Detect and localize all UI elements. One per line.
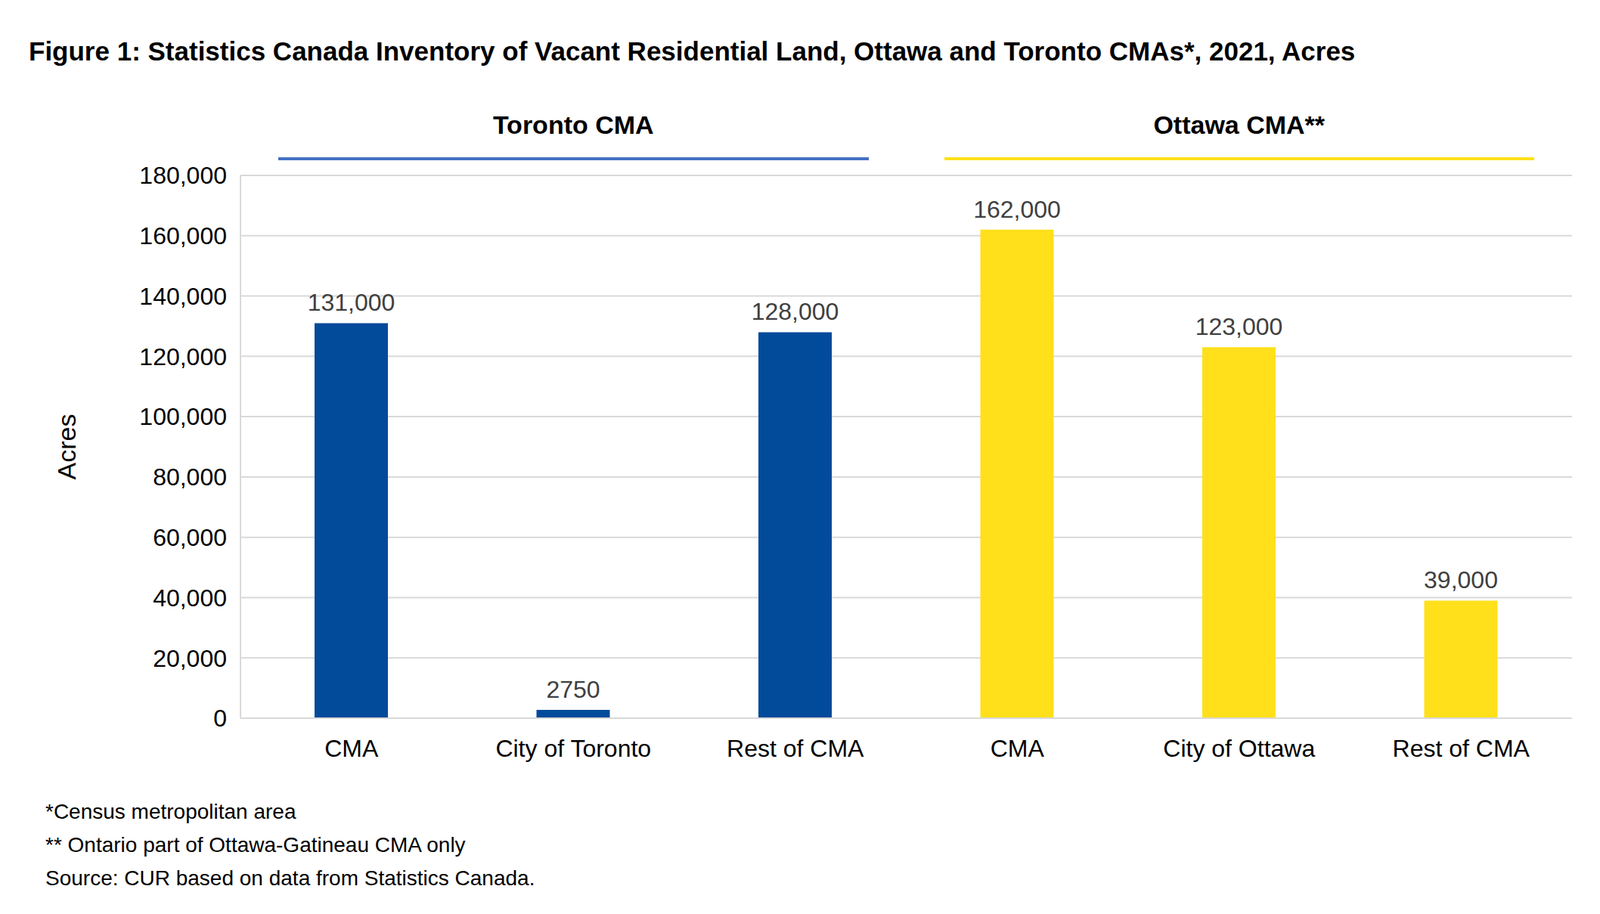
svg-text:100,000: 100,000 xyxy=(139,403,227,431)
svg-text:162,000: 162,000 xyxy=(973,195,1061,224)
svg-text:City of Ottawa: City of Ottawa xyxy=(1162,734,1315,763)
svg-text:120,000: 120,000 xyxy=(139,343,227,371)
svg-text:2750: 2750 xyxy=(545,675,600,704)
svg-text:39,000: 39,000 xyxy=(1423,566,1498,594)
svg-text:CMA: CMA xyxy=(324,734,379,763)
svg-text:80,000: 80,000 xyxy=(152,463,227,491)
svg-text:0: 0 xyxy=(213,704,227,732)
svg-text:131,000: 131,000 xyxy=(307,288,396,317)
svg-text:CMA: CMA xyxy=(990,734,1045,763)
svg-text:40,000: 40,000 xyxy=(152,584,227,612)
html-text:*Census metropolitan area: *Census metropolitan area xyxy=(45,800,297,824)
svg-text:128,000: 128,000 xyxy=(751,297,840,326)
svg-text:20,000: 20,000 xyxy=(152,644,227,673)
svg-text:City of Toronto: City of Toronto xyxy=(495,734,652,763)
svg-text:60,000: 60,000 xyxy=(152,524,227,552)
svg-text:Rest of CMA: Rest of CMA xyxy=(726,734,865,763)
svg-text:140,000: 140,000 xyxy=(139,282,227,311)
svg-text:123,000: 123,000 xyxy=(1195,313,1284,341)
html-text:Toronto CMA: Toronto CMA xyxy=(492,110,654,140)
svg-text:180,000: 180,000 xyxy=(139,161,227,190)
svg-text:Rest of CMA: Rest of CMA xyxy=(1392,734,1531,763)
html-text:Figure 1: Statistics Canada In: Figure 1: Statistics Canada Inventory of… xyxy=(28,36,1356,66)
html-text:** Ontario part of Ottawa-Gati: ** Ontario part of Ottawa-Gatineau CMA o… xyxy=(45,833,466,857)
html-text:Source: CUR based on data from: Source: CUR based on data from Statistic… xyxy=(45,866,535,890)
html-text:Ottawa CMA**: Ottawa CMA** xyxy=(1153,110,1325,140)
svg-text:Acres: Acres xyxy=(52,414,81,481)
svg-text:160,000: 160,000 xyxy=(139,222,227,250)
